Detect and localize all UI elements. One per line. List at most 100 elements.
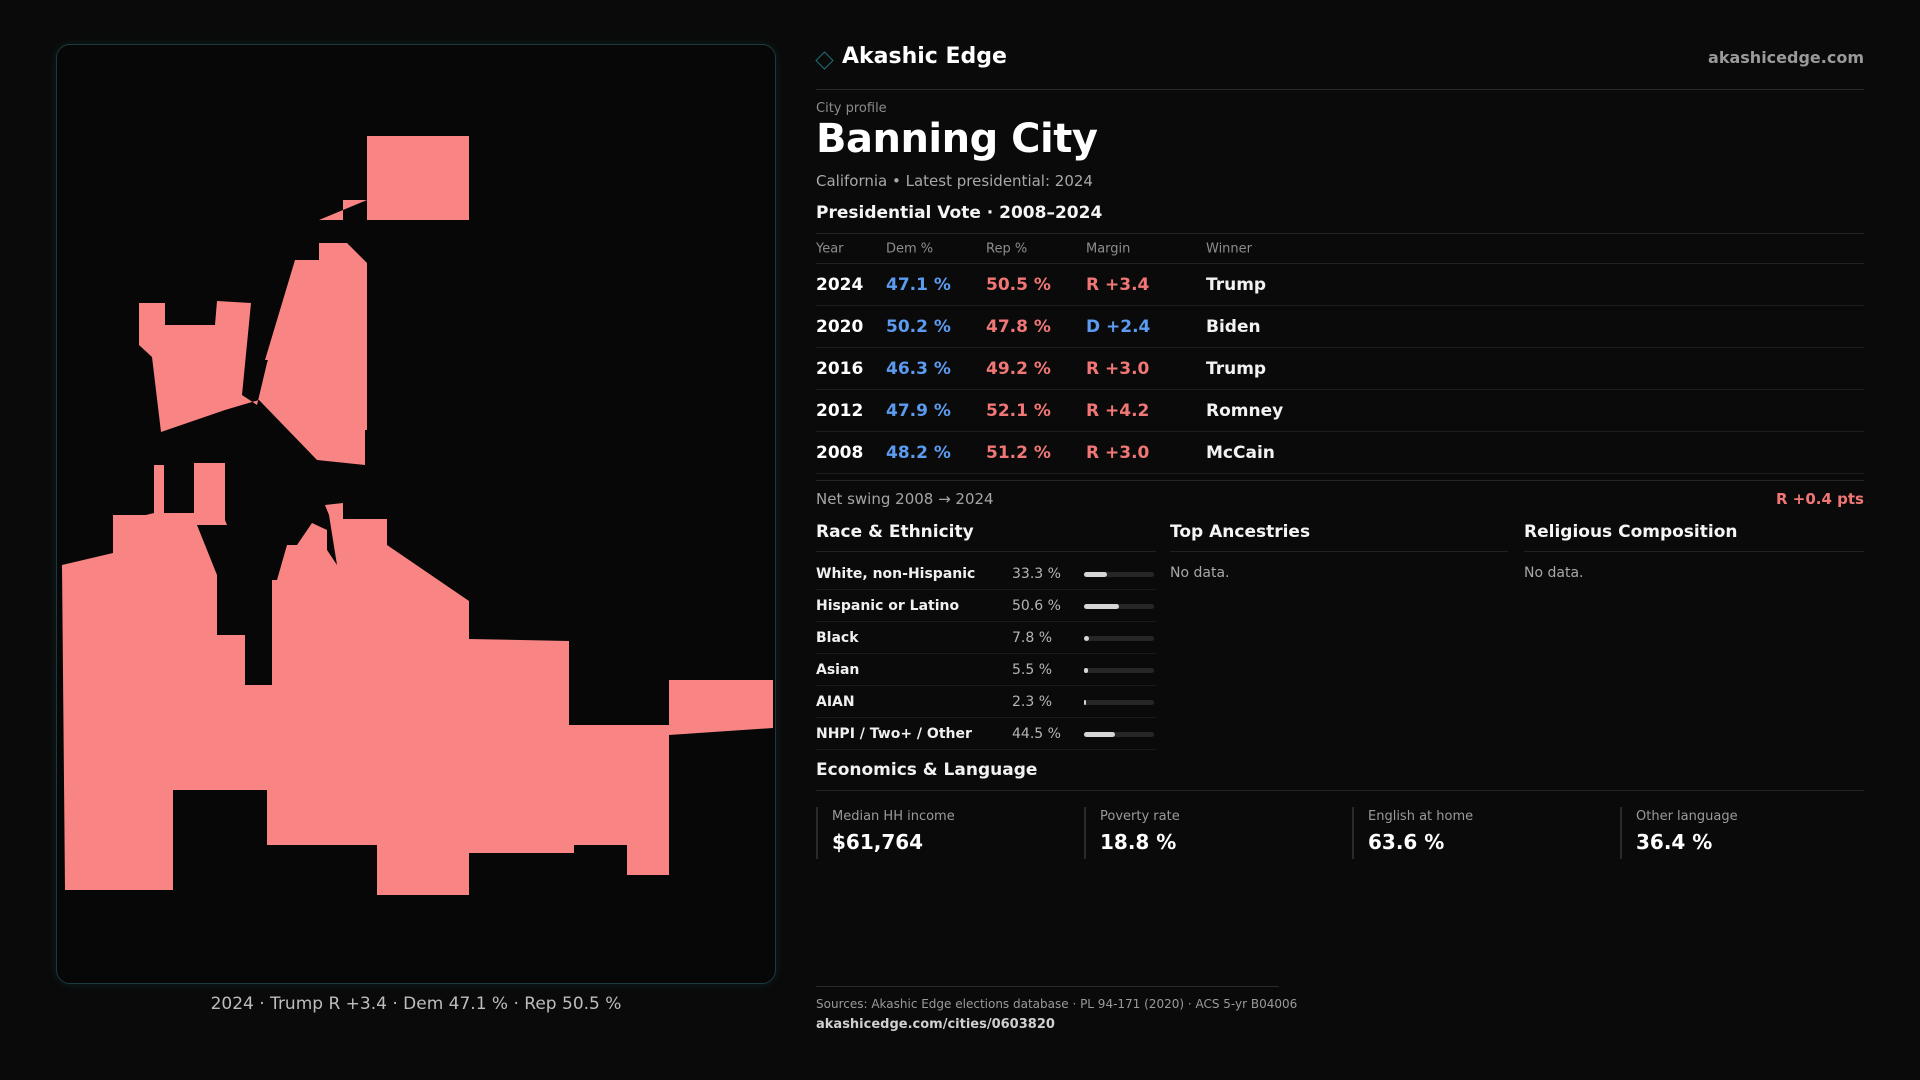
race-row: Hispanic or Latino 50.6 % [816,590,1156,622]
profile-panel: Akashic Edge akashicedge.com City profil… [815,0,1864,1080]
col-header-margin: Margin [1086,241,1131,256]
dem-pct-cell: 47.9 % [886,400,951,421]
vote-table: Year Dem % Rep % Margin Winner 2024 47.1… [816,233,1864,474]
city-boundary-map [62,136,773,895]
page-eyebrow: City profile [816,101,887,116]
footer-divider [816,986,1279,987]
winner-cell: Trump [1206,358,1267,379]
ancestries-section-title: Top Ancestries [1170,522,1508,552]
page-title: Banning City [816,116,1098,162]
religion-section: Religious Composition No data. [1524,522,1864,581]
table-row: 2012 47.9 % 52.1 % R +4.2 Romney [816,390,1864,432]
col-header-rep: Rep % [986,241,1028,256]
net-swing-label: Net swing 2008 → 2024 [816,490,994,508]
race-label: Hispanic or Latino [816,598,960,614]
divider [816,480,1864,481]
race-bar-fill [1084,700,1086,705]
table-row: 2016 46.3 % 49.2 % R +3.0 Trump [816,348,1864,390]
diamond-logo-icon [815,51,834,70]
winner-cell: McCain [1206,442,1275,463]
footer-url-link[interactable]: akashicedge.com/cities/0603820 [816,1017,1055,1032]
race-bar [1084,604,1154,609]
race-pct: 7.8 % [1012,630,1053,646]
race-label: AIAN [816,694,855,710]
stat-card-english-at-home: English at home 63.6 % [1352,807,1602,859]
vote-section-title: Presidential Vote · 2008–2024 [816,203,1103,223]
vote-table-header: Year Dem % Rep % Margin Winner [816,234,1864,264]
race-pct: 5.5 % [1012,662,1053,678]
race-bar [1084,700,1154,705]
map-polygon-west-strip [113,463,227,525]
year-cell: 2008 [816,442,864,463]
stat-value: 36.4 % [1636,830,1713,854]
race-label: Asian [816,662,860,678]
race-row: NHPI / Two+ / Other 44.5 % [816,718,1156,750]
race-section-title: Race & Ethnicity [816,522,1156,552]
margin-cell: D +2.4 [1086,316,1151,337]
race-row: White, non-Hispanic 33.3 % [816,558,1156,590]
col-header-dem: Dem % [886,241,934,256]
race-bar-fill [1084,636,1090,641]
map-polygon-northwest [139,260,365,465]
table-row: 2024 47.1 % 50.5 % R +3.4 Trump [816,264,1864,306]
race-ethnicity-section: Race & Ethnicity White, non-Hispanic 33.… [816,522,1156,750]
religion-empty-text: No data. [1524,565,1584,581]
stat-card-median-income: Median HH income $61,764 [816,807,1066,859]
margin-cell: R +3.0 [1086,358,1150,379]
stat-label: English at home [1368,809,1474,824]
religion-section-title: Religious Composition [1524,522,1864,552]
stat-value: $61,764 [832,830,924,854]
stat-card-poverty-rate: Poverty rate 18.8 % [1084,807,1334,859]
winner-cell: Biden [1206,316,1261,337]
margin-cell: R +3.0 [1086,442,1150,463]
stat-label: Poverty rate [1100,809,1180,824]
brand-header: Akashic Edge akashicedge.com [815,44,1864,90]
map-caption: 2024 · Trump R +3.4 · Dem 47.1 % · Rep 5… [210,994,622,1014]
race-bar [1084,732,1154,737]
race-bar [1084,636,1154,641]
race-pct: 2.3 % [1012,694,1053,710]
table-row: 2008 48.2 % 51.2 % R +3.0 McCain [816,432,1864,474]
col-header-winner: Winner [1206,241,1253,256]
race-pct: 44.5 % [1012,726,1061,742]
race-row: Black 7.8 % [816,622,1156,654]
year-cell: 2012 [816,400,864,421]
race-label: Black [816,630,859,646]
year-cell: 2020 [816,316,864,337]
race-bar-fill [1084,732,1116,737]
dem-pct-cell: 50.2 % [886,316,951,337]
year-cell: 2016 [816,358,864,379]
rep-pct-cell: 49.2 % [986,358,1051,379]
brand-name: Akashic Edge [842,44,1007,69]
map-polygon-north [367,136,469,220]
margin-cell: R +4.2 [1086,400,1150,421]
stat-label: Other language [1636,809,1738,824]
table-row: 2020 50.2 % 47.8 % D +2.4 Biden [816,306,1864,348]
race-label: White, non-Hispanic [816,566,976,582]
race-row: AIAN 2.3 % [816,686,1156,718]
stat-value: 63.6 % [1368,830,1445,854]
net-swing-value: R +0.4 pts [1776,490,1864,508]
sources-text: Sources: Akashic Edge elections database… [816,997,1298,1011]
dem-pct-cell: 46.3 % [886,358,951,379]
margin-cell: R +3.4 [1086,274,1150,295]
race-bar [1084,572,1154,577]
ancestries-section: Top Ancestries No data. [1170,522,1508,581]
col-header-year: Year [816,241,844,256]
race-bar-fill [1084,572,1108,577]
race-pct: 50.6 % [1012,598,1061,614]
rep-pct-cell: 51.2 % [986,442,1051,463]
race-pct: 33.3 % [1012,566,1061,582]
econ-cards: Median HH income $61,764 Poverty rate 18… [816,807,1864,859]
ancestries-empty-text: No data. [1170,565,1230,581]
race-bar-fill [1084,668,1088,673]
rep-pct-cell: 47.8 % [986,316,1051,337]
econ-section-title: Economics & Language [816,760,1864,791]
city-map-panel [56,44,776,984]
year-cell: 2024 [816,274,864,295]
race-bar [1084,668,1154,673]
brand-url-link[interactable]: akashicedge.com [1708,48,1864,67]
map-polygon-south [62,503,773,895]
winner-cell: Romney [1206,400,1284,421]
dem-pct-cell: 47.1 % [886,274,951,295]
